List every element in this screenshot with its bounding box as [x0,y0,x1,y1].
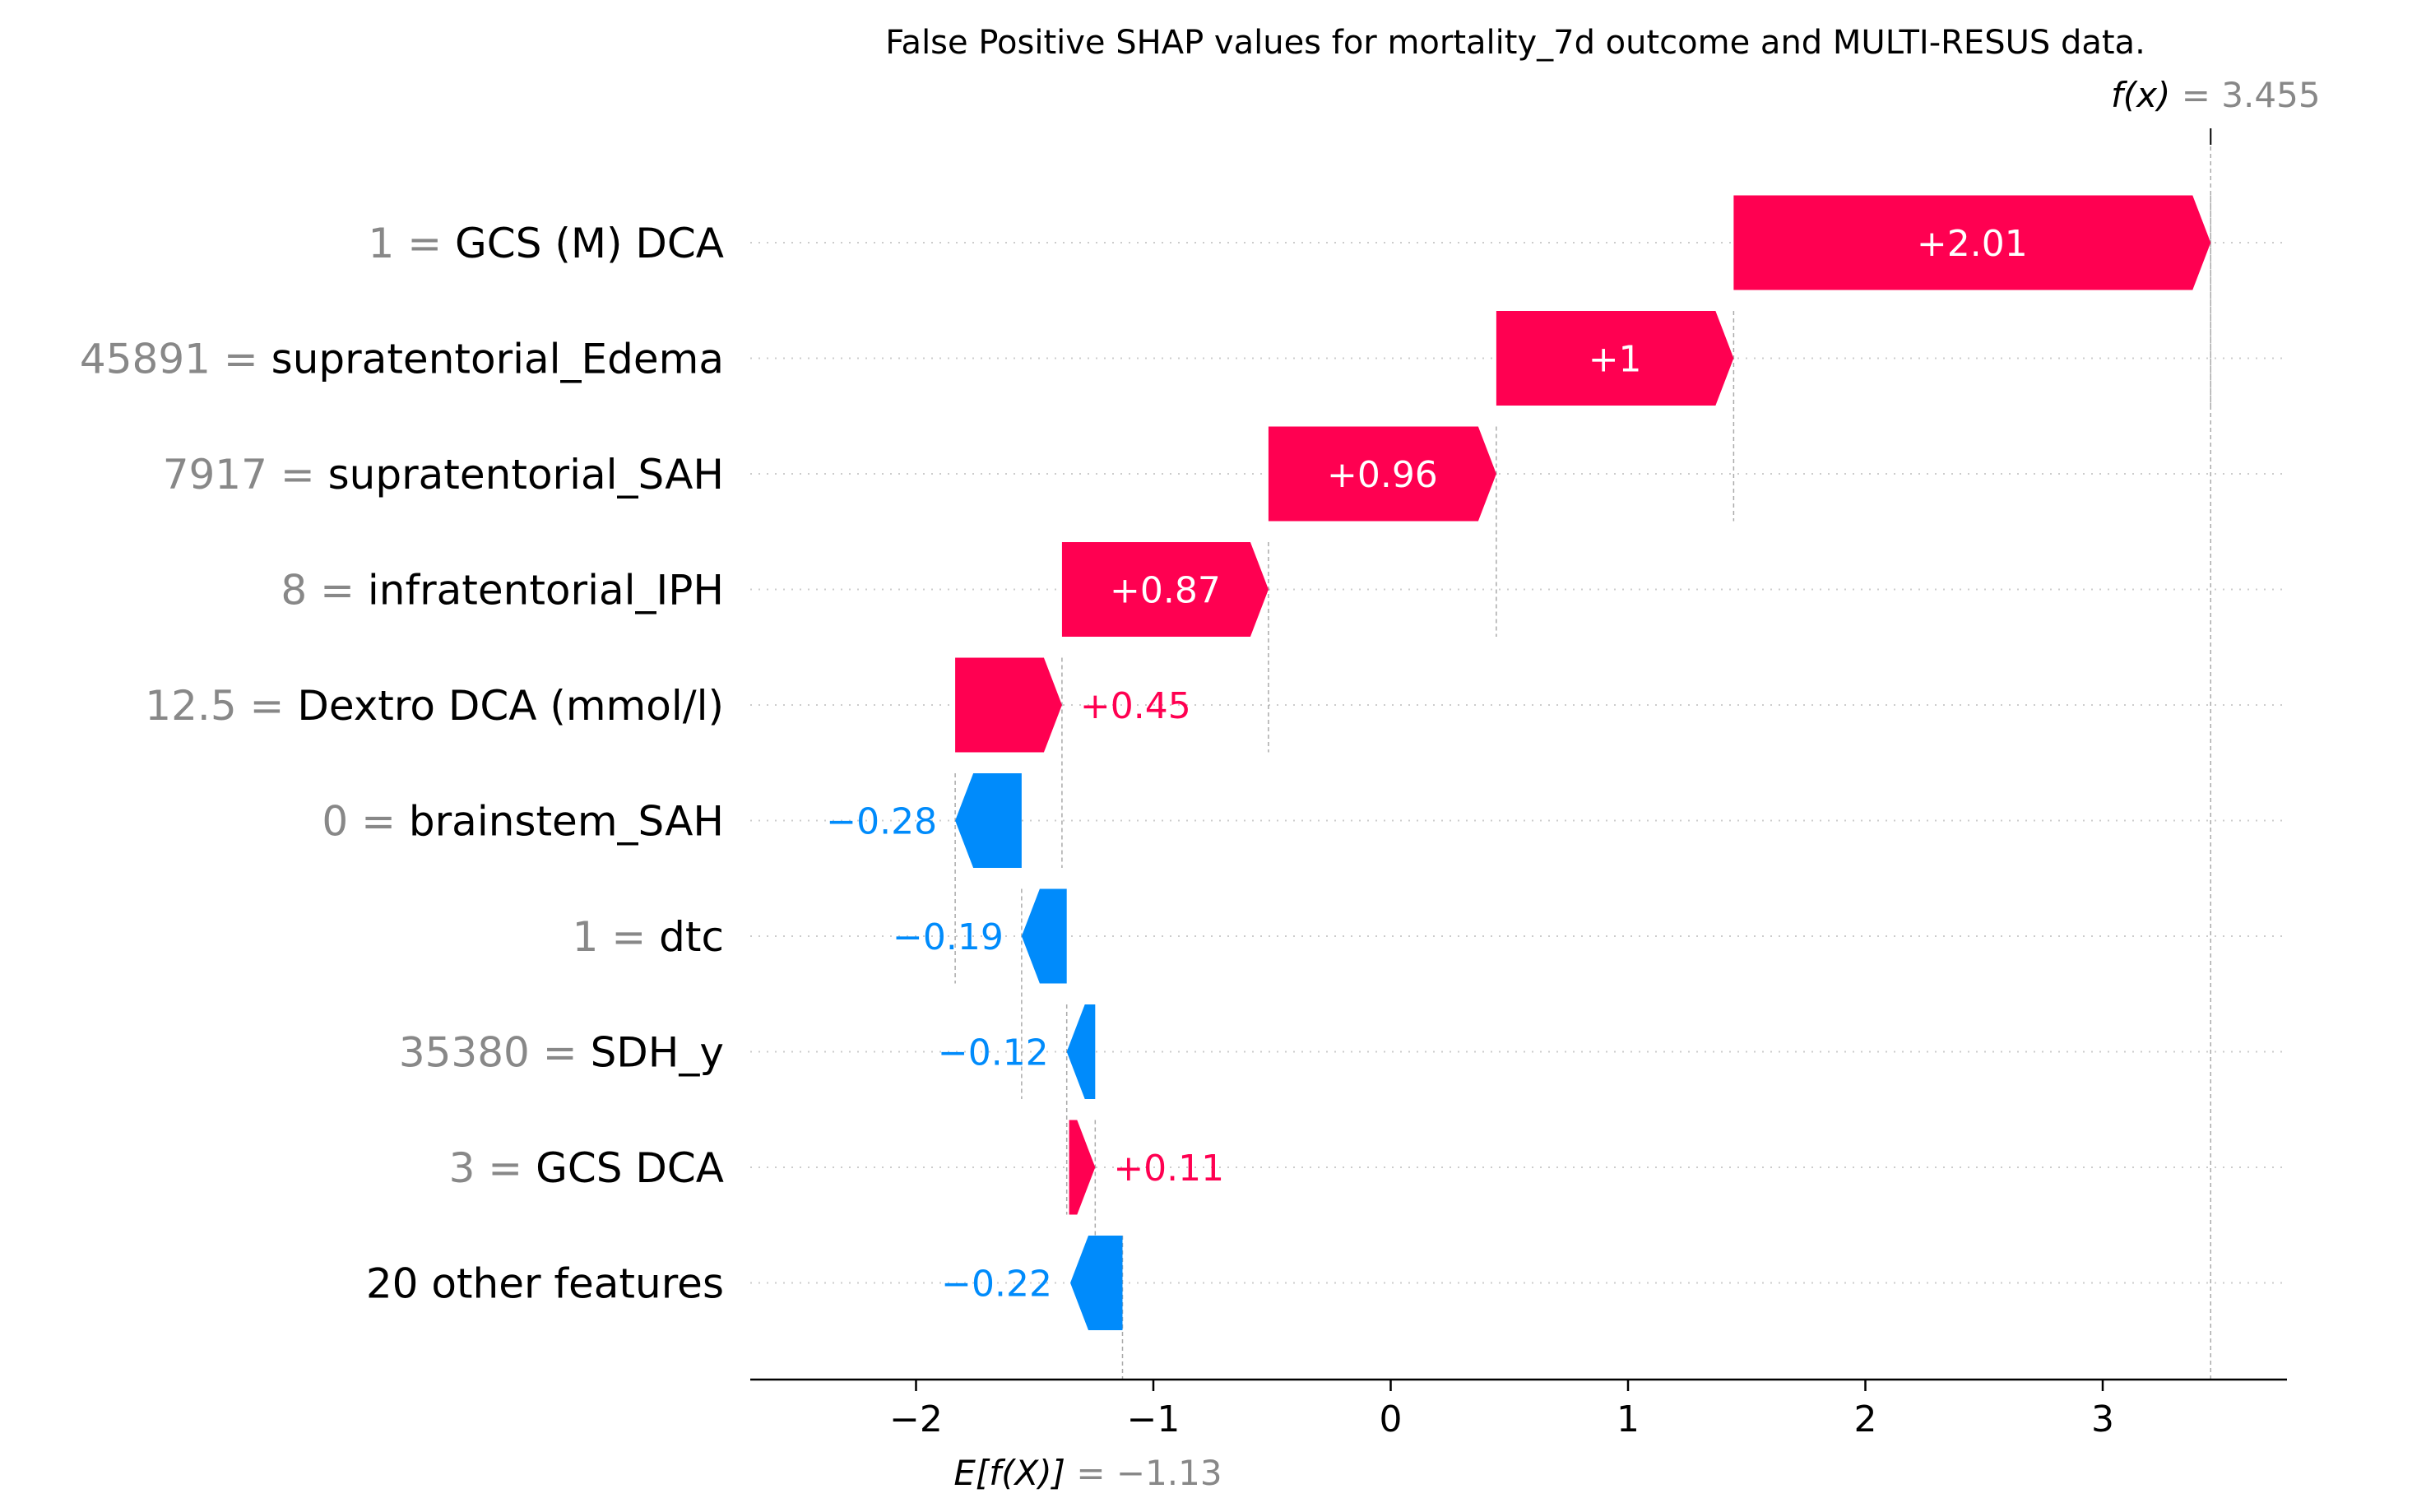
bar-value-label: −0.28 [826,801,937,843]
feature-value: 45891 = [80,336,271,383]
shap-bar [1021,888,1067,984]
feature-value: 0 = [322,798,409,846]
annotations: f(x) = 3.455 E[f(X)] = −1.13 [953,75,2320,1493]
chart-title: False Positive SHAP values for mortality… [885,24,2145,62]
output-value-label: f(x) = 3.455 [2111,75,2321,115]
feature-name: GCS (M) DCA [455,220,724,267]
bar-value-label: −0.22 [941,1264,1052,1306]
feature-label: 35380 = SDH_y [399,1029,724,1077]
bar-layer [955,195,2211,1330]
feature-label: 12.5 = Dextro DCA (mmol/l) [145,682,724,730]
feature-name: Dextro DCA (mmol/l) [297,682,724,730]
feature-name: supratentorial_Edema [271,336,724,383]
feature-value: 1 = [369,220,456,267]
x-tick-label: −1 [1127,1398,1181,1440]
feature-label: 8 = infratentorial_IPH [281,567,724,615]
shap-bar [955,773,1022,868]
feature-value: 8 = [281,567,368,615]
bar-value-label: +2.01 [1917,223,2028,265]
feature-name: infratentorial_IPH [368,567,724,615]
feature-name: brainstem_SAH [409,798,724,846]
bar-value-label: +0.11 [1113,1148,1224,1190]
bar-value-label: +0.87 [1110,570,1221,612]
bar-value-label: +1 [1589,339,1642,381]
shap-bar [1268,426,1496,522]
connector-layer [954,132,2212,1380]
x-tick-label: 1 [1617,1398,1640,1440]
shap-bar [1070,1236,1123,1330]
feature-label: 1 = GCS (M) DCA [369,220,724,267]
shap-bar [955,657,1062,753]
feature-value: 12.5 = [145,682,297,730]
feature-value: 3 = [449,1144,536,1192]
x-tick-label: 3 [2091,1398,2114,1440]
label-layer: 1 = GCS (M) DCA +2.01 45891 = supratentori… [80,220,2028,1308]
bar-value-label: +0.96 [1327,454,1438,496]
bar-value-label: +0.45 [1080,685,1191,727]
bar-value-label: −0.12 [938,1032,1049,1074]
base-value-label: E[f(X)] = −1.13 [953,1453,1222,1493]
feature-name: GCS DCA [536,1144,724,1192]
shap-bar [1066,1004,1096,1099]
feature-label: 20 other features [366,1260,724,1308]
feature-value: 1 = [573,913,660,961]
shap-bar [1069,1120,1096,1215]
x-tick-label: 2 [1854,1398,1877,1440]
bar-value-label: −0.19 [893,916,1004,958]
feature-label: 45891 = supratentorial_Edema [80,336,724,383]
feature-name: SDH_y [591,1029,724,1077]
feature-name: supratentorial_SAH [328,451,724,499]
feature-label: 1 = dtc [573,913,724,961]
shap-bar [1061,542,1269,637]
shap-bar [1733,195,2211,290]
x-tick-label: 0 [1380,1398,1403,1440]
x-axis: −2 −1 0 1 2 3 [750,128,2287,1440]
feature-label: 3 = GCS DCA [449,1144,724,1192]
feature-label: 0 = brainstem_SAH [322,798,724,846]
x-tick-label: −2 [889,1398,943,1440]
feature-value: 35380 = [399,1029,591,1077]
feature-label: 7917 = supratentorial_SAH [163,451,724,499]
feature-value: 7917 = [163,451,328,499]
feature-name: dtc [659,913,724,961]
shap-bar [1496,311,1734,406]
feature-name: 20 other features [366,1260,724,1308]
